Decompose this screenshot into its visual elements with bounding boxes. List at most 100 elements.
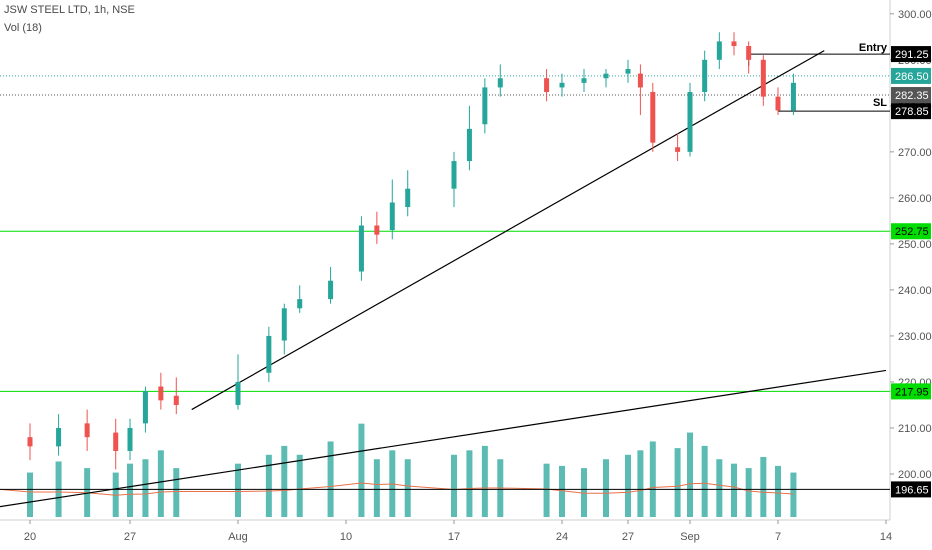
volume-bar bbox=[581, 468, 587, 517]
candle-body bbox=[235, 381, 241, 405]
volume-bar bbox=[142, 459, 149, 517]
trendline bbox=[0, 369, 887, 508]
volume-bar bbox=[701, 445, 708, 517]
candle-body bbox=[637, 73, 643, 88]
candle-body bbox=[497, 78, 503, 88]
candle-body bbox=[559, 82, 565, 88]
volume-bar bbox=[327, 441, 334, 517]
volume-bar bbox=[404, 459, 411, 517]
volume-bar bbox=[603, 459, 609, 517]
candle-body bbox=[650, 92, 656, 143]
volume-bar bbox=[625, 454, 631, 517]
y-tick-label: 200.00 bbox=[898, 469, 932, 481]
x-tick-label: 17 bbox=[448, 531, 460, 543]
y-tick-label: 240.00 bbox=[898, 285, 932, 297]
volume-bar bbox=[481, 445, 488, 517]
candle-body bbox=[482, 87, 488, 125]
price-level-box bbox=[891, 223, 931, 240]
candle-body bbox=[389, 202, 395, 231]
volume-bar bbox=[559, 465, 565, 517]
x-tick-label: 7 bbox=[775, 531, 781, 543]
x-tick-label: 27 bbox=[622, 531, 634, 543]
candle-body bbox=[760, 59, 766, 97]
candle-body bbox=[581, 78, 587, 83]
annotation-price-label: 278.85 bbox=[895, 106, 929, 118]
volume-bar bbox=[543, 463, 550, 517]
candle-body bbox=[297, 299, 303, 309]
volume-bar bbox=[358, 423, 365, 517]
candle-body bbox=[281, 308, 287, 341]
x-tick-label: Sep bbox=[680, 531, 700, 543]
candle-body bbox=[127, 427, 133, 451]
candle-body bbox=[328, 280, 334, 300]
candle-body bbox=[687, 92, 693, 152]
volume-indicator-label: Vol (18) bbox=[4, 22, 42, 34]
candle-body bbox=[731, 41, 737, 47]
entry-annotation: Entry bbox=[859, 42, 888, 54]
y-tick-label: 230.00 bbox=[898, 331, 932, 343]
y-tick-label: 270.00 bbox=[898, 147, 932, 159]
candle-body bbox=[405, 188, 411, 208]
candle-body bbox=[27, 437, 33, 447]
candle-body bbox=[702, 59, 708, 93]
y-tick-label: 260.00 bbox=[898, 193, 932, 205]
volume-bar bbox=[373, 459, 380, 517]
volume-bar bbox=[637, 450, 644, 517]
volume-bar bbox=[27, 472, 33, 517]
y-tick-label: 250.00 bbox=[898, 239, 932, 251]
candle-body bbox=[466, 128, 472, 162]
volume-bar bbox=[775, 465, 781, 517]
y-tick-label: 300.00 bbox=[898, 9, 932, 21]
volume-bar bbox=[281, 445, 288, 517]
sl-annotation: SL bbox=[873, 97, 887, 109]
volume-bar bbox=[745, 468, 752, 517]
volume-bar bbox=[716, 459, 723, 517]
annotation-price-label: 291.25 bbox=[895, 49, 929, 61]
price-level-label: 282.35 bbox=[895, 90, 929, 102]
volume-bar bbox=[296, 454, 303, 517]
candle-body bbox=[544, 78, 550, 93]
x-tick-label: 24 bbox=[556, 531, 568, 543]
volume-bar bbox=[451, 454, 457, 517]
x-tick-label: 27 bbox=[124, 531, 136, 543]
candle-body bbox=[675, 147, 681, 152]
x-tick-label: 14 bbox=[880, 531, 892, 543]
price-level-label: 286.50 bbox=[895, 71, 929, 83]
candle-body bbox=[775, 96, 781, 111]
volume-bar bbox=[790, 472, 797, 517]
x-tick-label: 10 bbox=[340, 531, 352, 543]
candle-body bbox=[746, 46, 752, 60]
candle-body bbox=[451, 161, 457, 189]
candle-body bbox=[142, 391, 148, 424]
volume-bar bbox=[157, 450, 164, 517]
candle-body bbox=[374, 225, 380, 235]
price-level-label: 252.75 bbox=[895, 226, 929, 238]
y-tick-label: 210.00 bbox=[898, 423, 932, 435]
candle-body bbox=[790, 82, 796, 111]
volume-bar bbox=[687, 432, 693, 517]
price-level-box bbox=[891, 383, 931, 400]
volume-bar bbox=[466, 450, 473, 517]
price-level-label: 196.65 bbox=[895, 484, 929, 496]
candle-body bbox=[84, 423, 90, 438]
candle-body bbox=[603, 73, 609, 79]
x-tick-label: Aug bbox=[228, 531, 248, 543]
volume-bar bbox=[649, 441, 656, 517]
volume-bar bbox=[731, 463, 737, 517]
annotation-price-box bbox=[891, 103, 931, 120]
candle-body bbox=[56, 427, 62, 447]
price-level-label: 217.95 bbox=[895, 386, 929, 398]
price-level-box bbox=[891, 481, 931, 498]
volume-bar bbox=[235, 463, 241, 517]
candle-body bbox=[113, 432, 119, 451]
volume-bar bbox=[265, 454, 272, 517]
volume-bar bbox=[173, 468, 180, 517]
candle-body bbox=[358, 225, 364, 272]
candle-body bbox=[266, 335, 272, 373]
annotation-price-box bbox=[891, 46, 931, 63]
candle-body bbox=[716, 41, 722, 60]
candle-body bbox=[173, 395, 179, 405]
volume-bar bbox=[127, 463, 133, 517]
